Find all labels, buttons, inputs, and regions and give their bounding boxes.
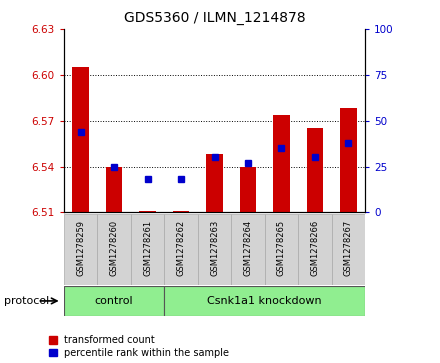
Text: GSM1278264: GSM1278264	[243, 220, 253, 276]
Bar	[240, 167, 257, 212]
Bar	[332, 214, 365, 285]
Bar	[198, 214, 231, 285]
Bar	[64, 286, 164, 316]
Legend: transformed count, percentile rank within the sample: transformed count, percentile rank withi…	[49, 335, 229, 358]
Bar	[131, 214, 164, 285]
Text: control: control	[95, 296, 133, 306]
Text: GSM1278266: GSM1278266	[311, 220, 319, 276]
Bar	[172, 211, 189, 212]
Text: Csnk1a1 knockdown: Csnk1a1 knockdown	[207, 296, 322, 306]
Bar	[265, 214, 298, 285]
Bar	[139, 211, 156, 212]
Text: GSM1278262: GSM1278262	[176, 220, 186, 276]
Bar	[164, 286, 365, 316]
Bar	[273, 115, 290, 212]
Title: GDS5360 / ILMN_1214878: GDS5360 / ILMN_1214878	[124, 11, 305, 25]
Text: GSM1278265: GSM1278265	[277, 220, 286, 276]
Bar	[340, 109, 357, 212]
Text: GSM1278259: GSM1278259	[76, 220, 85, 276]
Bar	[106, 167, 122, 212]
Text: GSM1278267: GSM1278267	[344, 220, 353, 276]
Bar	[64, 214, 97, 285]
Text: protocol: protocol	[4, 296, 50, 306]
Bar	[298, 214, 332, 285]
Bar	[231, 214, 265, 285]
Text: GSM1278261: GSM1278261	[143, 220, 152, 276]
Bar	[206, 154, 223, 212]
Bar	[72, 67, 89, 212]
Text: GSM1278263: GSM1278263	[210, 220, 219, 276]
Text: GSM1278260: GSM1278260	[110, 220, 118, 276]
Bar	[97, 214, 131, 285]
Bar	[307, 129, 323, 212]
Bar	[164, 214, 198, 285]
